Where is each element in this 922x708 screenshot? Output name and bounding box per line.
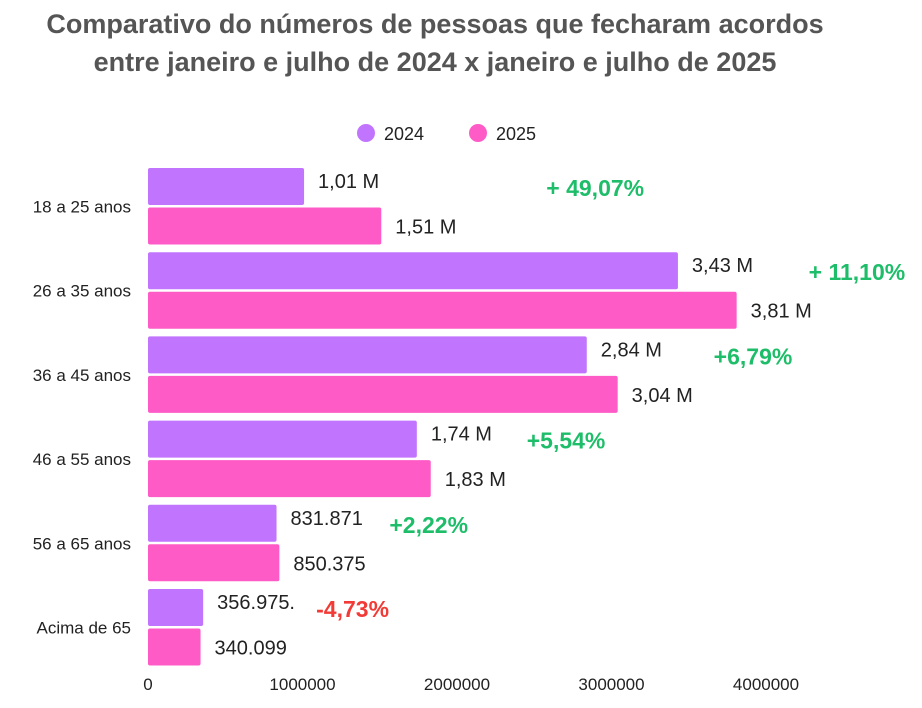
value-label-2025: 3,04 M xyxy=(632,385,693,407)
legend-label-2024: 2024 xyxy=(384,124,424,144)
category-label: 36 a 45 anos xyxy=(33,366,131,385)
bar-2024 xyxy=(148,336,587,374)
x-tick-label: 0 xyxy=(143,675,152,694)
legend-label-2025: 2025 xyxy=(496,124,536,144)
value-label-2024: 2,84 M xyxy=(601,339,662,361)
value-label-2025: 1,51 M xyxy=(395,217,456,239)
value-label-2025: 1,83 M xyxy=(445,469,506,491)
change-label: +6,79% xyxy=(714,343,793,369)
legend-marker-2024 xyxy=(357,124,375,142)
category-label: 18 a 25 anos xyxy=(33,198,131,217)
chart-title-line-1: Comparativo do números de pessoas que fe… xyxy=(46,9,823,39)
legend: 2024 2025 xyxy=(357,124,536,144)
change-labels: + 49,07% + 11,10% +6,79% +5,54% +2,22% -4,73% xyxy=(316,175,905,622)
chart-title-line-2: entre janeiro e julho de 2024 x janeiro … xyxy=(94,47,777,77)
x-axis: 0 1000000 2000000 3000000 4000000 xyxy=(143,675,799,694)
value-label-2024: 831.871 xyxy=(291,508,363,530)
bar-2024 xyxy=(148,589,204,626)
change-label: -4,73% xyxy=(316,596,389,622)
bar-2024 xyxy=(148,168,305,205)
value-label-2024: 1,74 M xyxy=(431,424,492,446)
bar-2025 xyxy=(148,291,737,329)
bars-group xyxy=(148,168,737,666)
value-label-2025: 850.375 xyxy=(293,553,365,575)
value-label-2024: 3,43 M xyxy=(692,255,753,277)
change-label: +5,54% xyxy=(527,428,606,454)
change-label: +2,22% xyxy=(389,512,468,538)
category-label: 56 a 65 anos xyxy=(33,534,131,553)
category-label: 46 a 55 anos xyxy=(33,450,131,469)
change-label: + 11,10% xyxy=(809,259,906,285)
chart-title: Comparativo do números de pessoas que fe… xyxy=(46,9,823,77)
category-label: 26 a 35 anos xyxy=(33,282,131,301)
bar-2025 xyxy=(148,460,431,498)
bar-2025 xyxy=(148,628,201,666)
bar-2024 xyxy=(148,420,417,458)
bar-2024 xyxy=(148,504,277,542)
bar-2025 xyxy=(148,207,382,245)
value-label-2024: 1,01 M xyxy=(318,171,379,193)
legend-marker-2025 xyxy=(469,124,487,142)
value-labels: 1,01 M 1,51 M 3,43 M 3,81 M 2,84 M 3,04 M 1,74… xyxy=(215,171,812,660)
category-label: Acima de 65 xyxy=(37,619,132,638)
value-label-2025: 340.099 xyxy=(215,638,287,660)
change-label: + 49,07% xyxy=(546,175,644,201)
bar-2024 xyxy=(148,252,678,290)
category-labels: 18 a 25 anos 26 a 35 anos 36 a 45 anos 46 a… xyxy=(33,198,131,638)
x-tick-label: 2000000 xyxy=(424,675,490,694)
value-label-2025: 3,81 M xyxy=(751,301,812,323)
x-tick-label: 3000000 xyxy=(578,675,644,694)
value-label-2024: 356.975. xyxy=(217,592,295,614)
bar-2025 xyxy=(148,375,618,413)
bar-2025 xyxy=(148,544,280,582)
x-tick-label: 1000000 xyxy=(269,675,335,694)
x-tick-label: 4000000 xyxy=(733,675,799,694)
